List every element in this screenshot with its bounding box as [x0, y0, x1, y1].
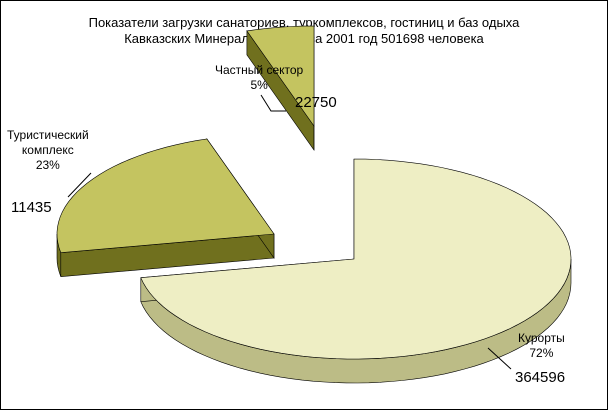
slice-name-resorts: Курорты — [518, 331, 565, 345]
slice-resorts-top — [140, 158, 572, 360]
slice-label-resorts: Курорты 72% — [518, 331, 565, 361]
slice-name-private-sector: Частный сектор — [215, 63, 304, 77]
slice-value-private-sector: 22750 — [295, 94, 337, 111]
slice-tourist-complex-top — [56, 138, 275, 254]
slice-label-tourist-complex: Туристический комплекс 23% — [7, 128, 89, 173]
leader-private-sector — [260, 94, 286, 112]
slice-percent-resorts: 72% — [529, 346, 554, 360]
slice-percent-tourist-complex: 23% — [35, 158, 60, 172]
slice-value-resorts: 364596 — [515, 369, 566, 386]
slice-name-tourist-complex-line-2: комплекс — [21, 143, 74, 157]
slice-value-tourist-complex: 11435 — [11, 199, 52, 216]
leader-resorts — [487, 347, 512, 370]
slice-name-tourist-complex-line-1: Туристический — [7, 128, 89, 142]
slice-label-private-sector: Частный сектор 5% — [215, 63, 303, 93]
slice-resorts — [140, 158, 572, 384]
slice-private-sector — [246, 25, 315, 151]
slice-private-sector-top — [246, 25, 315, 127]
leader-tourist-complex — [67, 172, 92, 198]
slice-tourist-complex — [56, 137, 275, 278]
slice-percent-private-sector: 5% — [250, 78, 268, 92]
chart-title-line-1: Показатели загрузки санаториев, туркомпл… — [88, 15, 520, 30]
